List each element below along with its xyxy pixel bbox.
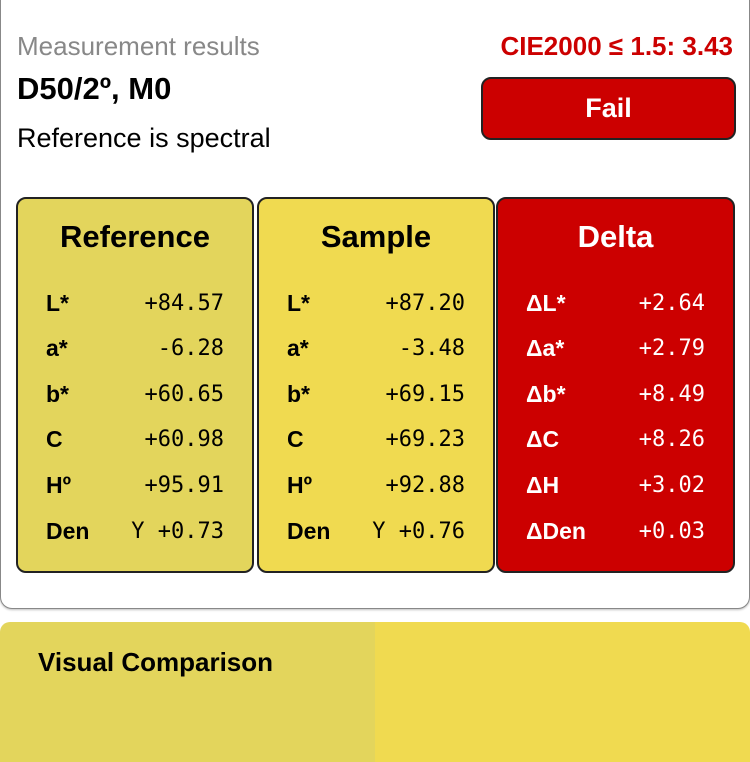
metric-value: +69.15 bbox=[385, 381, 465, 407]
reference-swatch: Visual Comparison bbox=[0, 622, 375, 762]
metric-value: +8.26 bbox=[638, 427, 705, 453]
metric-value: +0.03 bbox=[638, 518, 705, 544]
metric-label: Hº bbox=[287, 471, 313, 498]
table-row: ΔC +8.26 bbox=[526, 425, 705, 455]
table-row: L* +87.20 bbox=[287, 288, 465, 318]
table-row: Δb* +8.49 bbox=[526, 379, 705, 409]
metric-label: Δb* bbox=[526, 380, 566, 407]
metric-label: Hº bbox=[46, 471, 72, 498]
reference-panel: Reference L* +84.57 a* -6.28 b* +60.65 C… bbox=[16, 197, 254, 573]
table-row: ΔL* +2.64 bbox=[526, 288, 705, 318]
visual-comparison-title: Visual Comparison bbox=[38, 647, 274, 677]
table-row: ΔH +3.02 bbox=[526, 470, 705, 500]
metric-value: +69.23 bbox=[385, 427, 465, 453]
table-row: Δa* +2.79 bbox=[526, 334, 705, 364]
metric-value: +2.64 bbox=[638, 290, 705, 316]
reference-note: Reference is spectral bbox=[17, 123, 271, 153]
sample-swatch bbox=[375, 622, 750, 762]
fail-status-button[interactable]: Fail bbox=[481, 77, 736, 140]
metric-label: ΔC bbox=[526, 426, 560, 453]
metric-label: Den bbox=[46, 517, 90, 544]
metric-label: Δa* bbox=[526, 335, 565, 362]
metric-label: C bbox=[46, 426, 63, 453]
table-row: ΔDen +0.03 bbox=[526, 516, 705, 546]
table-row: b* +69.15 bbox=[287, 379, 465, 409]
illuminant-label: D50/2º, M0 bbox=[17, 71, 172, 106]
reference-title: Reference bbox=[60, 219, 210, 254]
metric-label: C bbox=[287, 426, 304, 453]
metric-value: +84.57 bbox=[144, 290, 224, 316]
tolerance-result: CIE2000 ≤ 1.5: 3.43 bbox=[500, 31, 733, 61]
metric-value: +60.98 bbox=[144, 427, 224, 453]
table-row: Hº +95.91 bbox=[46, 470, 224, 500]
metric-label: Den bbox=[287, 517, 331, 544]
table-row: Den Y +0.73 bbox=[46, 516, 224, 546]
table-row: L* +84.57 bbox=[46, 288, 224, 318]
delta-title: Delta bbox=[577, 219, 654, 254]
table-row: a* -6.28 bbox=[46, 334, 224, 364]
metric-value: +2.79 bbox=[638, 336, 705, 362]
visual-comparison: Visual Comparison bbox=[0, 622, 750, 762]
metric-label: a* bbox=[287, 335, 309, 362]
metric-value: +8.49 bbox=[638, 381, 705, 407]
metric-label: L* bbox=[287, 289, 310, 316]
table-row: a* -3.48 bbox=[287, 334, 465, 364]
sample-panel: Sample L* +87.20 a* -3.48 b* +69.15 C +6… bbox=[257, 197, 495, 573]
metric-label: L* bbox=[46, 289, 69, 316]
metric-label: ΔDen bbox=[526, 517, 586, 544]
table-row: Den Y +0.76 bbox=[287, 516, 465, 546]
metric-value: -3.48 bbox=[398, 336, 465, 362]
metric-value: +3.02 bbox=[638, 472, 705, 498]
metric-label: b* bbox=[287, 380, 310, 407]
table-row: Hº +92.88 bbox=[287, 470, 465, 500]
metric-label: a* bbox=[46, 335, 68, 362]
delta-panel: Delta ΔL* +2.64 Δa* +2.79 Δb* +8.49 ΔC +… bbox=[496, 197, 735, 573]
table-row: C +69.23 bbox=[287, 425, 465, 455]
metric-value: Y +0.73 bbox=[131, 518, 224, 544]
metric-label: ΔH bbox=[526, 471, 560, 498]
metric-value: -6.28 bbox=[157, 336, 224, 362]
section-title: Measurement results bbox=[17, 31, 260, 61]
metric-label: b* bbox=[46, 380, 69, 407]
table-row: b* +60.65 bbox=[46, 379, 224, 409]
metric-value: Y +0.76 bbox=[372, 518, 465, 544]
sample-title: Sample bbox=[320, 219, 432, 254]
metric-value: +95.91 bbox=[144, 472, 224, 498]
metric-value: +87.20 bbox=[385, 290, 465, 316]
metric-value: +92.88 bbox=[385, 472, 465, 498]
table-row: C +60.98 bbox=[46, 425, 224, 455]
metric-label: ΔL* bbox=[526, 289, 566, 316]
metric-value: +60.65 bbox=[144, 381, 224, 407]
